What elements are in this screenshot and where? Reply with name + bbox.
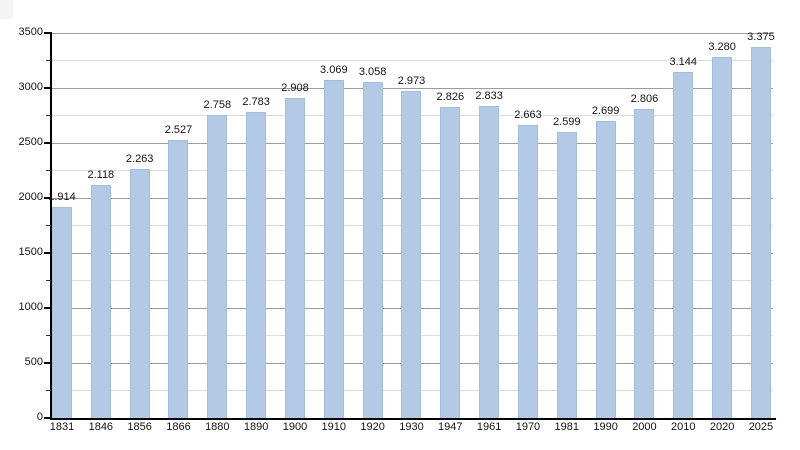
bar-1866 (168, 140, 189, 418)
y-axis-tick (44, 142, 51, 144)
bar-value-label: 3.058 (358, 65, 387, 78)
x-axis-tick-label: 1846 (88, 421, 114, 433)
bar-2025 (750, 46, 771, 418)
bar-1910 (323, 80, 344, 418)
x-axis-tick-label: 1900 (282, 421, 308, 433)
x-axis-tick-label: 1920 (360, 421, 385, 433)
y-axis-tick (44, 87, 51, 89)
bar-1970 (517, 125, 538, 418)
bar-value-label: 3.069 (320, 64, 348, 77)
bar-1880 (207, 114, 228, 418)
bar-value-label: 3.144 (669, 56, 698, 69)
bar-1920 (362, 81, 383, 418)
bar-value-label: 3.280 (708, 41, 736, 54)
x-axis-tick-label: 1831 (49, 421, 75, 433)
y-axis-tick-label: 2500 (18, 136, 43, 148)
gridline-major (51, 87, 773, 89)
y-axis-minor-tick (46, 170, 51, 171)
y-axis-minor-tick (46, 280, 51, 281)
bar-value-label: 2.599 (553, 116, 581, 129)
y-axis-minor-tick (46, 390, 51, 391)
gridline-major (51, 32, 773, 34)
x-axis-tick-label: 1990 (593, 421, 618, 433)
bar-2010 (673, 72, 694, 418)
y-axis-tick-label: 500 (24, 356, 43, 368)
bar-1900 (284, 98, 305, 418)
y-axis-tick-label: 1500 (18, 246, 43, 258)
y-axis-tick-label: 1000 (18, 301, 43, 313)
x-axis-tick-label: 1880 (205, 421, 230, 433)
bar-1990 (595, 121, 616, 418)
x-axis-tick-label: 1981 (554, 421, 580, 433)
x-axis-tick-label: 1970 (515, 421, 541, 433)
x-axis-tick-label: 2020 (709, 421, 735, 433)
y-axis-minor-tick (46, 60, 51, 61)
y-axis-tick (44, 307, 51, 309)
bar-value-label: 2.908 (281, 82, 309, 95)
x-axis-tick-label: 1866 (166, 421, 191, 433)
bar-1890 (246, 111, 267, 418)
bar-2020 (712, 57, 733, 418)
x-axis-tick-label: 2010 (671, 421, 696, 433)
bar-1947 (440, 107, 461, 418)
x-axis-tick-label: 1856 (127, 421, 152, 433)
y-axis-tick (44, 417, 51, 419)
bar-1856 (129, 169, 150, 418)
y-axis-tick-label: 0 (36, 411, 43, 423)
x-axis-tick-label: 1910 (321, 421, 347, 433)
bar-value-label: 2.527 (164, 124, 193, 137)
y-axis-tick-label: 3000 (18, 81, 43, 93)
bar-value-label: 2.118 (87, 169, 115, 182)
bar-value-label: 2.699 (591, 105, 620, 118)
bar-1846 (90, 185, 111, 418)
bar-value-label: 2.263 (125, 153, 154, 166)
y-axis-minor-tick (46, 335, 51, 336)
bar-value-label: 2.758 (203, 98, 232, 111)
x-axis-tick-label: 2025 (748, 421, 774, 433)
x-axis-tick-label: 1930 (399, 421, 424, 433)
x-axis-tick-label: 1961 (476, 421, 502, 433)
y-axis-line (50, 32, 52, 420)
x-axis-tick-label: 1890 (243, 421, 269, 433)
y-axis-tick-label: 3500 (18, 26, 43, 38)
bar-value-label: 2.806 (630, 93, 659, 106)
bar-1831 (52, 207, 72, 418)
y-axis-tick (44, 252, 51, 254)
y-axis-tick (44, 362, 51, 364)
y-axis-tick-label: 2000 (18, 191, 43, 203)
bar-2000 (634, 109, 655, 418)
bar-1981 (556, 132, 577, 418)
bar-value-label: 2.973 (397, 74, 426, 87)
x-axis-tick-label: 1947 (438, 421, 463, 433)
bar-1930 (401, 90, 422, 418)
bar-value-label: 2.663 (514, 109, 542, 122)
bar-value-label: 2.826 (436, 91, 465, 104)
bar-value-label: 2.783 (242, 95, 270, 108)
x-axis-line (50, 418, 776, 420)
bar-value-label: 2.833 (475, 90, 503, 103)
gridline-minor (51, 60, 773, 61)
x-axis-tick-label: 2000 (632, 421, 657, 433)
bar-value-label: 3.375 (747, 30, 775, 43)
y-axis-minor-tick (46, 225, 51, 226)
corner-artifact (0, 0, 13, 19)
y-axis-minor-tick (46, 115, 51, 116)
bar-value-label: 1.914 (48, 191, 76, 204)
bar-1961 (479, 106, 500, 418)
y-axis-tick (44, 197, 51, 199)
y-axis-tick (44, 32, 51, 34)
